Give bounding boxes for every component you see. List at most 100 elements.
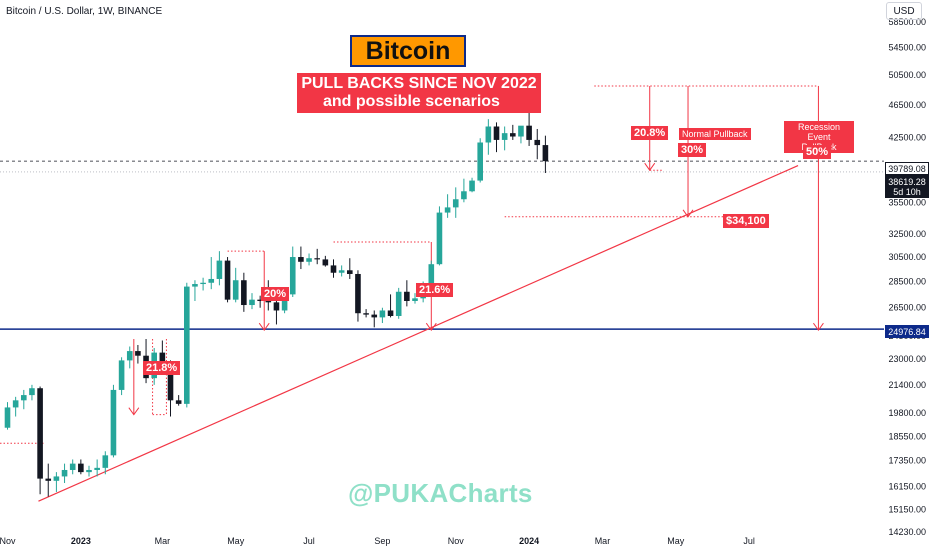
candle-body (395, 291, 402, 316)
recession-pct: 50% (803, 145, 832, 159)
y-tick-label: 32500.00 (888, 229, 926, 239)
candle-body (184, 286, 190, 404)
y-tick-label: 46500.00 (888, 100, 926, 110)
candle-body (526, 125, 532, 140)
support-price-tag: 24976.84 (885, 325, 929, 338)
candle-body (241, 280, 247, 306)
candle-body (126, 351, 133, 361)
y-tick-label: 50500.00 (888, 70, 926, 80)
x-tick-label: Nov (0, 536, 16, 546)
x-tick-label: Jul (743, 536, 755, 546)
x-tick-label: Mar (595, 536, 611, 546)
candle-body (53, 476, 60, 481)
candle-body (404, 291, 410, 301)
candle-body (281, 294, 288, 311)
pullback-3-arrow-head (425, 322, 437, 332)
candle-body (135, 351, 141, 356)
pullback-badge-4: 20.8% (631, 126, 669, 140)
candle-body (542, 145, 549, 162)
candle-body (232, 280, 239, 300)
y-tick-label: 16150.00 (888, 481, 926, 491)
candle-body (298, 257, 304, 262)
candle-body (175, 400, 182, 404)
x-tick-label: Jul (303, 536, 315, 546)
x-tick-label: Sep (374, 536, 390, 546)
y-tick-label: 58500.00 (888, 17, 926, 27)
y-tick-label: 14230.00 (888, 527, 926, 537)
candle-body (355, 273, 361, 314)
bar-countdown-tag: 5d 10h (885, 185, 929, 198)
chart-overlays (0, 85, 884, 502)
candle-body (167, 363, 174, 401)
candle-body (444, 207, 451, 213)
candle-body (469, 180, 475, 192)
candle-body (192, 284, 198, 287)
pullback-2-arrow-head (258, 322, 270, 332)
candle-body (37, 388, 43, 479)
pullback-badge-2: 20% (261, 287, 290, 301)
candle-body (371, 314, 378, 318)
x-tick-label: May (667, 536, 685, 546)
candle-body (69, 463, 76, 470)
candle-body (249, 299, 255, 306)
candle-body (306, 258, 312, 262)
candle-body (314, 258, 320, 260)
symbol-header: Bitcoin / U.S. Dollar, 1W, BINANCE (6, 6, 163, 17)
candle-body (86, 469, 92, 473)
candle-body (330, 265, 337, 273)
price-axis: 58500.00 54500.00 50500.00 46500.00 42500.00… (888, 17, 926, 537)
candle-body (518, 125, 524, 137)
candle-body (461, 191, 467, 200)
candle-body (94, 467, 100, 470)
candle-body (21, 395, 27, 401)
y-tick-label: 26500.00 (888, 303, 926, 313)
y-tick-label: 21400.00 (888, 380, 926, 390)
candle-body (102, 455, 109, 468)
candle-body (452, 199, 459, 208)
chart-title: Bitcoin (350, 35, 466, 67)
previous-price-tag: 38619.28 (885, 175, 929, 188)
candle-body (29, 388, 35, 396)
candle-body (493, 126, 500, 140)
candle-body (387, 310, 394, 316)
candle-body (4, 407, 11, 428)
y-tick-label: 17350.00 (888, 455, 926, 465)
candle-body (159, 352, 166, 364)
subtitle-line1: PULL BACKS SINCE NOV 2022 (301, 75, 537, 92)
candle-body (273, 302, 280, 311)
candle-body (45, 478, 52, 481)
candle-body (338, 270, 345, 273)
chart-subtitle: PULL BACKS SINCE NOV 2022 and possible s… (297, 73, 541, 113)
x-tick-label: 2023 (71, 536, 91, 546)
y-tick-label: 15150.00 (888, 504, 926, 514)
candle-body (379, 310, 386, 318)
candle-body (322, 259, 329, 266)
watermark: @PUKACharts (348, 478, 533, 508)
candle-body (485, 126, 492, 143)
candle-body (477, 142, 483, 181)
normal-pullback-pct: 30% (678, 143, 707, 157)
y-tick-label: 18550.00 (888, 431, 926, 441)
candle-body (412, 298, 418, 301)
candle-body (534, 139, 541, 146)
candle-body (224, 260, 231, 300)
y-tick-label: 28500.00 (888, 276, 926, 286)
y-tick-label: 19800.00 (888, 408, 926, 418)
x-tick-label: 2024 (519, 536, 539, 546)
candle-body (501, 133, 508, 140)
candle-body (436, 212, 443, 265)
candle-body (363, 313, 369, 315)
candle-body (12, 400, 19, 408)
candle-body (118, 360, 125, 390)
candle-body (78, 463, 84, 473)
candle-body (265, 300, 272, 303)
current-price-tag: 39789.08 (885, 162, 929, 175)
candle-body (257, 299, 263, 301)
candle-body (428, 264, 435, 285)
currency-button[interactable]: USD (886, 2, 922, 20)
subtitle-line2: and possible scenarios (323, 93, 500, 110)
candle-body (347, 270, 353, 274)
time-axis: Nov 2023 Mar May Jul Sep Nov 2024 Mar May Jul (0, 536, 755, 546)
y-tick-label: 42500.00 (888, 132, 926, 142)
